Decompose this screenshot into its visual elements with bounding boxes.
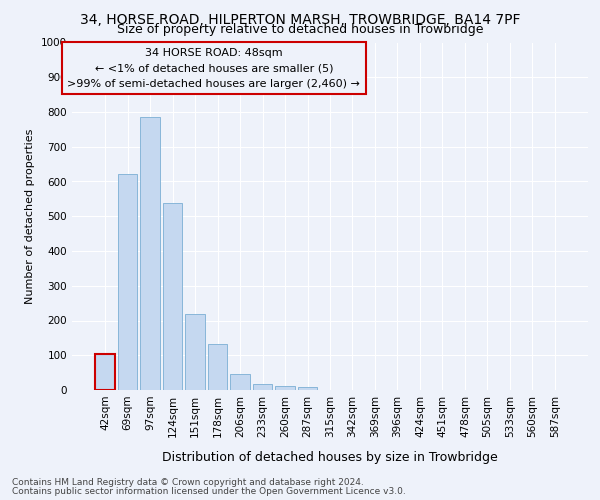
Bar: [298, 386, 317, 390]
Bar: [118, 174, 137, 390]
Bar: [163, 204, 182, 390]
Text: 34 HORSE ROAD: 48sqm
← <1% of detached houses are smaller (5)
>99% of semi-detac: 34 HORSE ROAD: 48sqm ← <1% of detached h…: [67, 48, 361, 89]
Text: Distribution of detached houses by size in Trowbridge: Distribution of detached houses by size …: [162, 451, 498, 464]
Bar: [208, 344, 227, 390]
Text: Size of property relative to detached houses in Trowbridge: Size of property relative to detached ho…: [117, 22, 483, 36]
Bar: [230, 374, 250, 390]
Bar: [275, 386, 295, 390]
Text: Contains HM Land Registry data © Crown copyright and database right 2024.: Contains HM Land Registry data © Crown c…: [12, 478, 364, 487]
Text: Contains public sector information licensed under the Open Government Licence v3: Contains public sector information licen…: [12, 486, 406, 496]
Bar: [95, 354, 115, 390]
Bar: [185, 314, 205, 390]
Bar: [140, 116, 160, 390]
Text: 34, HORSE ROAD, HILPERTON MARSH, TROWBRIDGE, BA14 7PF: 34, HORSE ROAD, HILPERTON MARSH, TROWBRI…: [80, 12, 520, 26]
Bar: [253, 384, 272, 390]
Y-axis label: Number of detached properties: Number of detached properties: [25, 128, 35, 304]
